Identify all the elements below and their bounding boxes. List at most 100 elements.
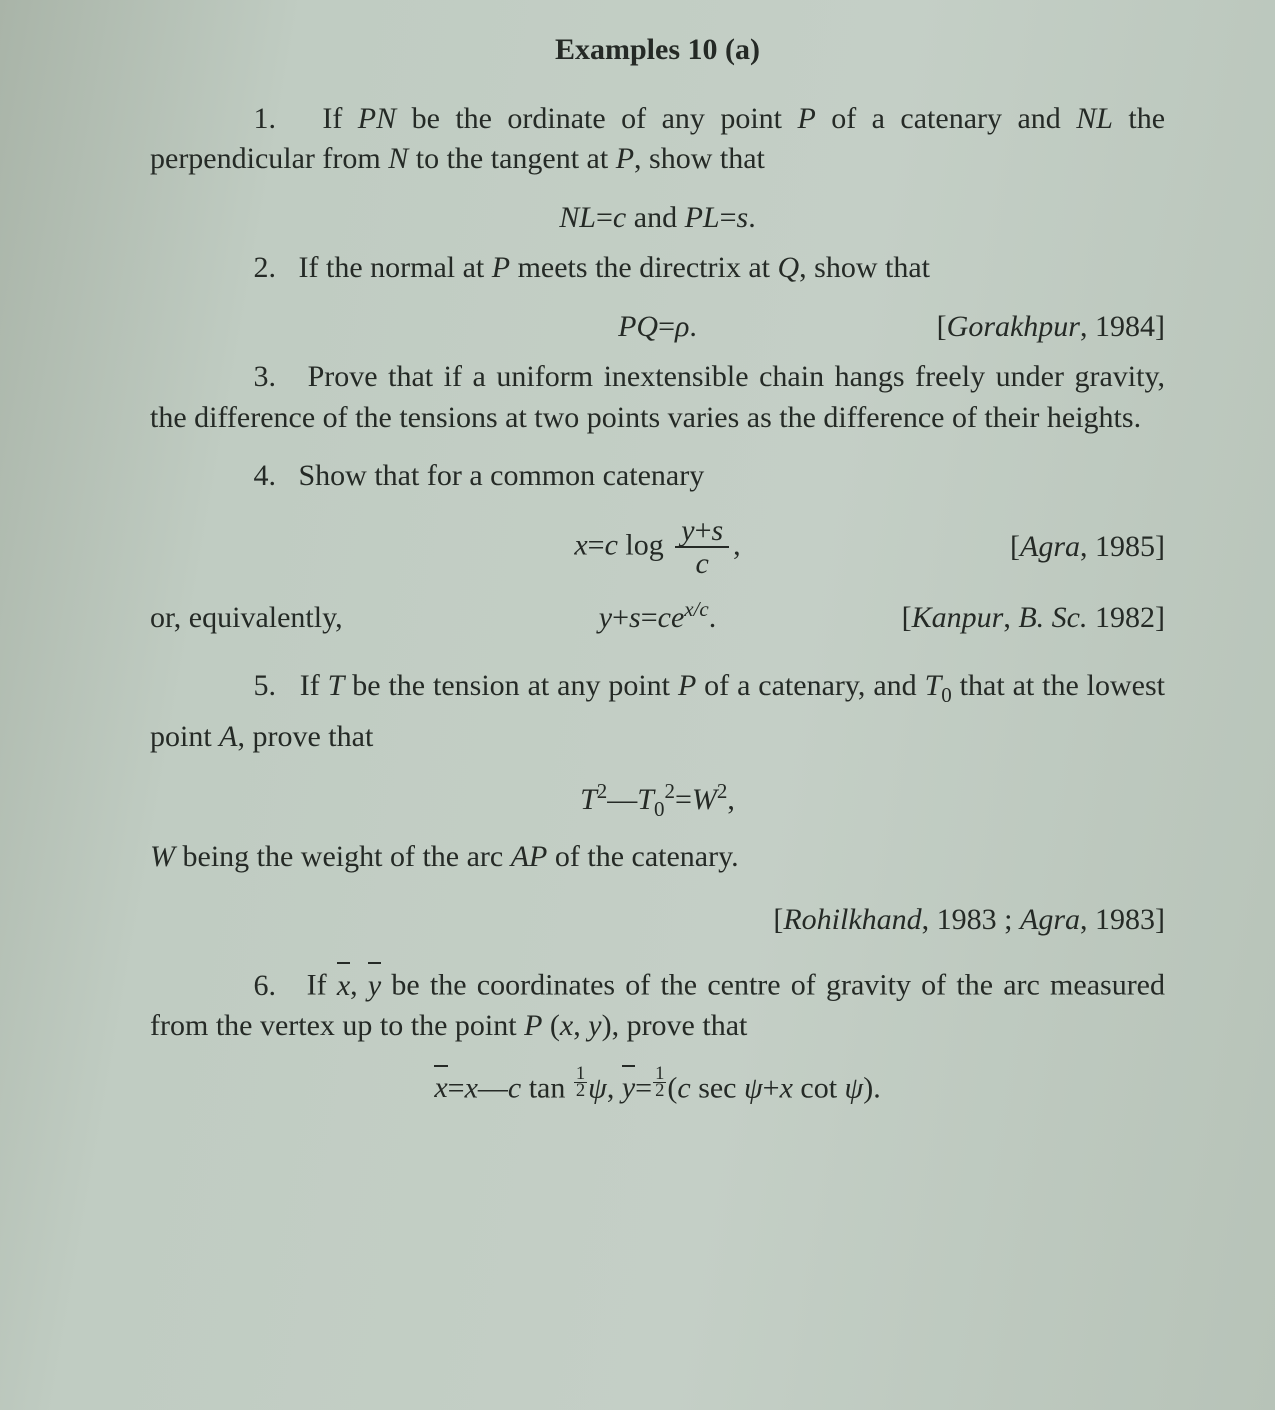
reference: [Agra, 1985]: [1010, 527, 1165, 568]
problem-3: 3. Prove that if a uniform inextensible …: [150, 357, 1165, 438]
half-fraction: 12: [653, 1066, 666, 1100]
text: If the normal at: [299, 251, 492, 284]
text: Prove that if a uniform inextensible cha…: [150, 360, 1165, 434]
text: or, equivalently,: [150, 598, 343, 639]
var-P: P: [616, 142, 634, 175]
problem-4: 4. Show that for a common catenary: [150, 456, 1165, 497]
superscript: 2: [717, 779, 728, 803]
eq-term: PQ: [618, 310, 658, 343]
section-title: Examples 10 (a): [150, 30, 1165, 71]
text: ,: [573, 1009, 588, 1042]
eq-term: ρ: [675, 310, 689, 343]
eq-op: =: [641, 601, 658, 634]
eq-term: ψ: [588, 1071, 607, 1104]
var-T0: T: [925, 669, 942, 702]
equation-p1: NL=c and PL=s.: [150, 198, 1165, 239]
eq-op: =: [596, 201, 613, 234]
text: (: [542, 1009, 560, 1042]
eq-op: —: [478, 1071, 508, 1104]
eq-term: x: [434, 1065, 447, 1109]
eq-fn: cot: [793, 1071, 845, 1104]
text: .: [709, 601, 717, 634]
text: If: [300, 669, 328, 702]
eq-term: x: [465, 1071, 478, 1104]
var-xbar: x: [337, 962, 350, 1006]
problem-number: 4.: [210, 456, 276, 497]
var-Q: Q: [778, 251, 800, 284]
text: ,: [350, 969, 368, 1002]
eq-term: ψ: [845, 1071, 864, 1104]
problem-1: 1. If PN be the ordinate of any point P …: [150, 99, 1165, 180]
equation-p6: x=x—c tan 12ψ, y=12(c sec ψ+x cot ψ).: [150, 1065, 1165, 1109]
problem-2: 2. If the normal at P meets the directri…: [150, 248, 1165, 289]
eq-term: c: [658, 601, 671, 634]
eq-fn: log: [618, 528, 664, 561]
text: , prove that: [238, 720, 374, 753]
equation-p4-2: or, equivalently, y+s=cex/c. [Kanpur, B.…: [150, 598, 1165, 639]
problem-5-continuation: W being the weight of the arc AP of the …: [150, 831, 1165, 882]
problem-number: 5.: [210, 660, 276, 711]
eq-op: =: [658, 310, 675, 343]
half-fraction: 12: [574, 1066, 587, 1100]
eq-op: —: [607, 783, 637, 816]
superscript: 2: [664, 779, 675, 803]
text: ): [602, 1009, 612, 1042]
eq-term: e: [671, 601, 684, 634]
superscript: 2: [597, 779, 608, 803]
text: ,: [733, 528, 741, 561]
eq-fn: sec: [691, 1071, 744, 1104]
eq-term: c: [605, 528, 618, 561]
text: ,: [607, 1071, 622, 1104]
equation-p2: PQ=ρ. [[Gorakhpur, 1984]Gorakhpur, 1984]: [150, 307, 1165, 348]
text: , prove that: [612, 1009, 748, 1042]
eq-term: c: [613, 201, 626, 234]
text: .: [748, 201, 756, 234]
var-P: P: [678, 669, 696, 702]
var-NL: NL: [1076, 102, 1113, 135]
var-y: y: [588, 1009, 601, 1042]
reference: [[Gorakhpur, 1984]Gorakhpur, 1984]: [937, 307, 1165, 348]
problem-6: 6. If x, y be the coordinates of the cen…: [150, 962, 1165, 1047]
text: and: [626, 201, 684, 234]
var-PN: PN: [358, 102, 396, 135]
problem-number: 2.: [210, 248, 276, 289]
eq-term: y: [622, 1065, 635, 1109]
eq-fn: tan: [521, 1071, 573, 1104]
equation-p4-1: x=c log y+s c , [Agra, 1985]: [150, 515, 1165, 580]
eq-term: T: [637, 783, 654, 816]
text: If: [322, 102, 357, 135]
text: , show that: [634, 142, 765, 175]
var-P: P: [524, 1009, 542, 1042]
reference: [Kanpur, B. Sc. 1982]: [902, 598, 1165, 639]
text: be the ordinate of any point: [396, 102, 797, 135]
var-ybar: y: [368, 962, 381, 1006]
eq-op: =: [588, 528, 605, 561]
eq-term: NL: [559, 201, 596, 234]
var-P: P: [797, 102, 815, 135]
var-x: x: [560, 1009, 573, 1042]
text: meets the directrix at: [510, 251, 777, 284]
eq-term: c: [677, 1071, 690, 1104]
problem-number: 3.: [210, 357, 276, 398]
eq-term: s: [737, 201, 749, 234]
problem-5: 5. If T be the tension at any point P of…: [150, 660, 1165, 762]
text: being the weight of the arc: [175, 840, 511, 873]
var-N: N: [388, 142, 408, 175]
eq-term: x: [574, 528, 587, 561]
text: to the tangent at: [408, 142, 615, 175]
eq-exponent: x/c: [684, 597, 708, 621]
eq-op: =: [635, 1071, 652, 1104]
text: of a catenary and: [816, 102, 1076, 135]
eq-op: +: [612, 601, 629, 634]
text: Show that for a common catenary: [299, 459, 705, 492]
eq-op: =: [720, 201, 737, 234]
text: ,: [727, 783, 735, 816]
eq-term: x: [780, 1071, 793, 1104]
fraction: y+s c: [675, 515, 729, 580]
text: (: [667, 1071, 677, 1104]
var-A: A: [219, 720, 237, 753]
text: .: [873, 1071, 881, 1104]
reference: [Rohilkhand, 1983 ; Agra, 1983]: [150, 900, 1165, 941]
var-P: P: [492, 251, 510, 284]
problem-number: 6.: [210, 966, 276, 1007]
